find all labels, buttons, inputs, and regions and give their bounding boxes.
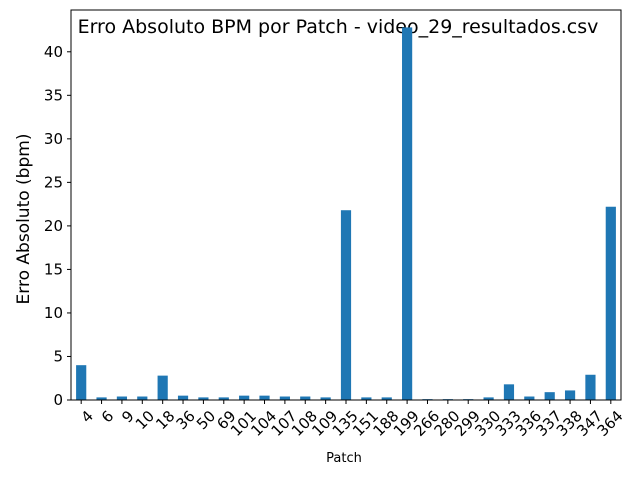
x-tick-label: 364 <box>594 407 627 440</box>
y-tick-label: 10 <box>44 304 63 322</box>
bar-199 <box>402 27 413 401</box>
bar-338 <box>564 390 576 400</box>
bar-36 <box>177 395 189 400</box>
x-tick-label: 6 <box>98 407 117 426</box>
y-tick-label: 20 <box>44 217 63 235</box>
y-tick-label: 0 <box>53 391 63 409</box>
y-tick-label: 35 <box>44 86 63 104</box>
y-tick-label: 5 <box>53 347 63 365</box>
bar-188 <box>381 397 392 400</box>
x-axis: 4 6 91018365069101104107108109135151188199… <box>77 400 627 440</box>
y-axis: 0 5 10 15 20 25 30 35 40 <box>44 43 71 409</box>
y-tick-label: 15 <box>44 260 63 278</box>
bar-330 <box>483 397 494 400</box>
bar-50 <box>198 397 209 400</box>
bar-135 <box>340 210 352 400</box>
x-axis-label: Patch <box>326 451 362 466</box>
y-tick-label: 25 <box>44 173 63 191</box>
bar-108 <box>300 396 311 400</box>
chart-title: Erro Absoluto BPM por Patch - video_29_r… <box>78 16 599 38</box>
bar-10 <box>137 396 148 400</box>
bar-337 <box>544 392 555 400</box>
bar-364 <box>605 206 616 400</box>
bar-347 <box>585 374 596 400</box>
bar-69 <box>218 397 229 400</box>
bar-101 <box>239 395 250 400</box>
y-tick-label: 40 <box>44 43 63 61</box>
x-tick-label: 4 <box>77 407 96 426</box>
bar-104 <box>259 395 270 400</box>
y-tick-label: 30 <box>44 130 63 148</box>
bar-18 <box>157 375 168 400</box>
bar-333 <box>503 384 515 400</box>
plot-frame <box>70 9 622 401</box>
bar-109 <box>320 397 331 400</box>
bar-9 <box>116 396 128 400</box>
bar-336 <box>524 396 535 400</box>
y-axis-label: Erro Absoluto (bpm) <box>14 134 34 305</box>
bars-group <box>76 27 616 401</box>
bar-107 <box>279 396 290 400</box>
bar-6 <box>96 397 107 400</box>
bar-151 <box>361 397 372 400</box>
bar-4 <box>76 365 87 400</box>
